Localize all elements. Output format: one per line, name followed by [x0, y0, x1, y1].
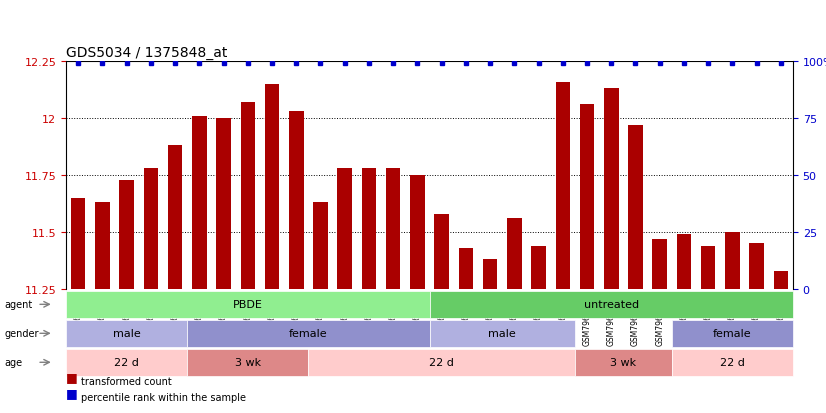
Bar: [71, 198, 85, 289]
Text: transformed count: transformed count: [81, 376, 172, 386]
Bar: [701, 246, 715, 289]
Bar: [483, 260, 497, 289]
Bar: [313, 203, 328, 289]
Text: male: male: [488, 328, 516, 339]
Bar: [653, 239, 667, 289]
Text: untreated: untreated: [584, 299, 638, 310]
Bar: [192, 116, 206, 289]
Bar: [411, 176, 425, 289]
Text: agent: agent: [4, 299, 32, 310]
Text: female: female: [289, 328, 328, 339]
Bar: [531, 246, 546, 289]
Bar: [95, 203, 110, 289]
Bar: [240, 103, 255, 289]
Text: GDS5034 / 1375848_at: GDS5034 / 1375848_at: [66, 45, 227, 59]
Text: percentile rank within the sample: percentile rank within the sample: [81, 392, 246, 402]
Text: 22 d: 22 d: [430, 357, 454, 368]
Text: 3 wk: 3 wk: [610, 357, 636, 368]
Text: gender: gender: [4, 328, 39, 339]
Bar: [507, 219, 521, 289]
Bar: [676, 235, 691, 289]
Text: 3 wk: 3 wk: [235, 357, 261, 368]
Bar: [289, 112, 303, 289]
Text: ■: ■: [66, 387, 78, 399]
Bar: [120, 180, 134, 289]
Bar: [168, 146, 183, 289]
Bar: [216, 119, 230, 289]
Bar: [144, 169, 158, 289]
Bar: [725, 233, 739, 289]
Bar: [629, 126, 643, 289]
Text: PBDE: PBDE: [233, 299, 263, 310]
Text: ■: ■: [66, 370, 78, 383]
Bar: [265, 85, 279, 289]
Bar: [580, 105, 594, 289]
Bar: [458, 248, 473, 289]
Text: 22 d: 22 d: [720, 357, 745, 368]
Text: male: male: [113, 328, 140, 339]
Bar: [556, 83, 570, 289]
Text: age: age: [4, 357, 22, 368]
Bar: [749, 244, 764, 289]
Text: female: female: [713, 328, 752, 339]
Bar: [434, 214, 449, 289]
Text: 22 d: 22 d: [114, 357, 139, 368]
Bar: [386, 169, 401, 289]
Bar: [362, 169, 376, 289]
Bar: [774, 271, 788, 289]
Bar: [338, 169, 352, 289]
Bar: [604, 89, 619, 289]
